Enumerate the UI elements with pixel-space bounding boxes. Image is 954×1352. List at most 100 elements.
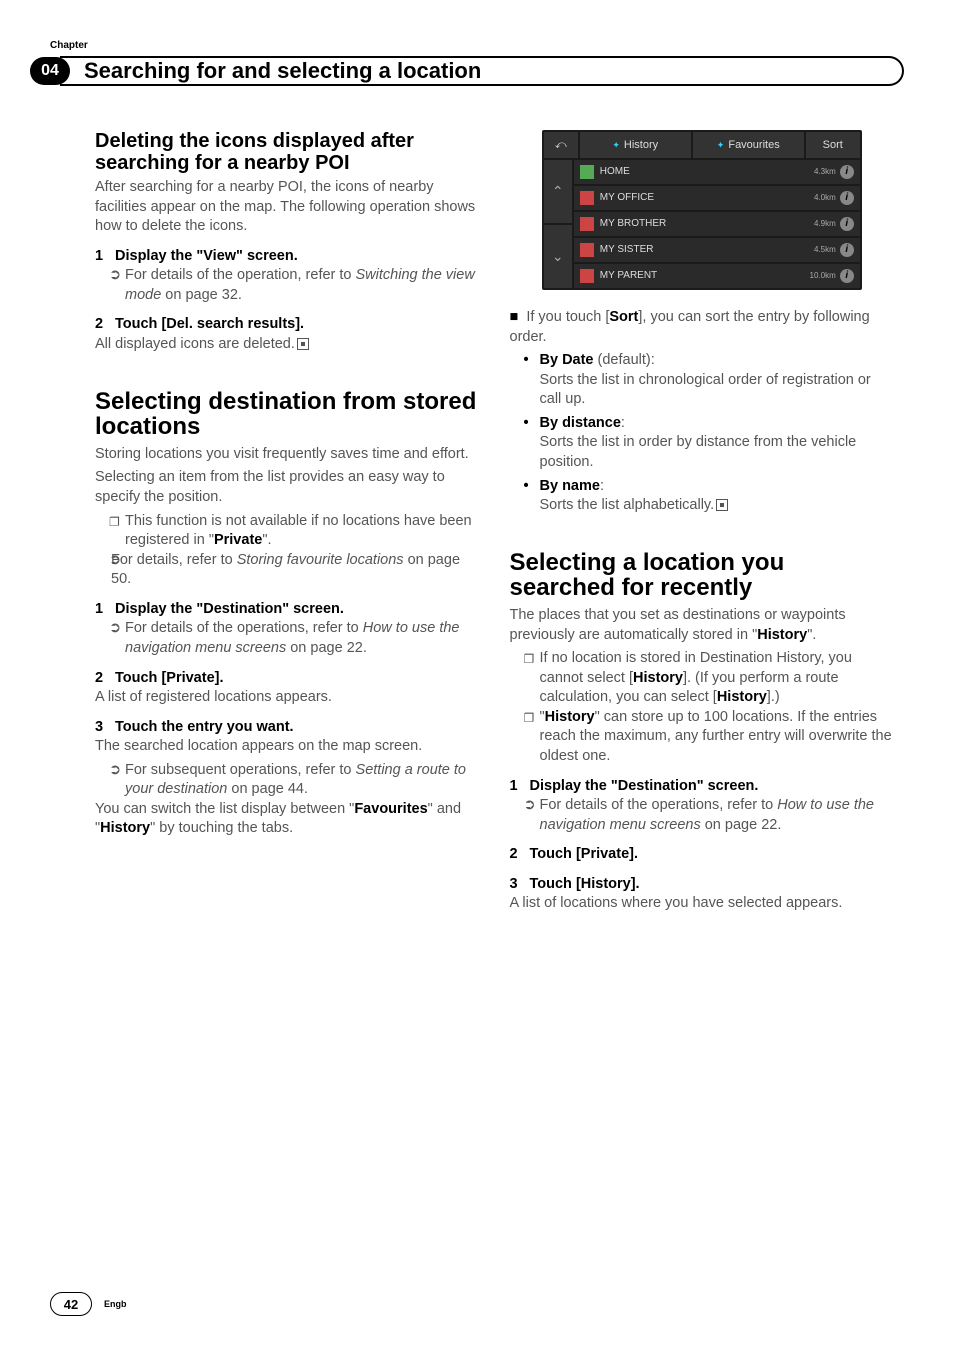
ref-text: For subsequent operations, refer to [125,762,356,778]
list-item-distance: 4.3km [814,167,836,178]
section-end-icon [716,499,728,511]
step-heading: 3Touch the entry you want. [95,718,480,738]
bold-span: By distance [540,415,621,431]
scroll-down-button[interactable]: ⌄ [544,225,572,288]
list-item-distance: 10.0km [810,271,836,282]
note-span: ].) [767,689,780,705]
body-text: After searching for a nearby POI, the ic… [95,178,480,237]
bullet-body: Sorts the list in chronological order of… [510,371,895,410]
step-heading: 2Touch [Private]. [510,845,895,865]
page-number: 42 [50,1292,92,1316]
place-icon [580,217,594,231]
list-item-distance: 4.9km [814,219,836,230]
list-item-name: MY PARENT [600,269,810,283]
reference-note: For details of the operations, refer to … [95,619,480,658]
body-span: (default): [594,352,655,368]
list-item[interactable]: MY BROTHER4.9km i [574,212,860,236]
tab-favourites[interactable]: ✦Favourites [693,132,804,158]
bullet-body: Sorts the list in order by distance from… [510,433,895,472]
list-item[interactable]: MY OFFICE4.0kmi [574,186,860,210]
step-text: Touch [Del. search results]. [115,316,304,332]
bullet-item: By distance: [510,414,895,434]
note-text: This function is not available if no loc… [95,512,480,551]
bold-span: History [717,689,767,705]
step-text: Touch [History]. [530,876,640,892]
step-text: Display the "Destination" screen. [115,601,344,617]
bold-span: By name [540,478,600,494]
favourites-screenshot: ⤺ ✦History ✦Favourites Sort ⌃ ⌄ HOME4.3k… [542,130,862,290]
bold-span: By Date [540,352,594,368]
note-span: This function is not available if no loc… [125,513,472,549]
tab-history[interactable]: ✦ History [580,132,691,158]
info-icon[interactable]: i [840,165,854,179]
reference-note: For details, refer to Storing favourite … [95,551,480,590]
left-column: Deleting the icons displayed after searc… [95,130,480,1272]
step-heading: 3Touch [History]. [510,875,895,895]
bullet-item: By name: [510,477,895,497]
bullet-body: Sorts the list alphabetically. [510,496,895,516]
info-icon[interactable]: i [840,217,854,231]
body-span: ". [807,627,816,643]
body-text: ■ If you touch [Sort], you can sort the … [510,308,895,347]
note-span: ". [262,532,271,548]
scroll-up-button[interactable]: ⌃ [544,160,572,223]
language-code: Engb [104,1299,127,1309]
bold-span: Sort [609,309,638,325]
ref-text: For details, refer to [111,552,237,568]
body-text: Storing locations you visit frequently s… [95,445,480,465]
bold-span: Private [214,532,262,548]
back-button[interactable]: ⤺ [544,132,578,158]
info-icon[interactable]: i [840,191,854,205]
favourites-list: HOME4.3km i MY OFFICE4.0kmi MY BROTHER4.9… [574,160,860,288]
section-end-icon [297,338,309,350]
bold-span: History [633,670,683,686]
body-span: : [621,415,625,431]
bold-span: History [545,709,595,725]
body-span: All displayed icons are deleted. [95,336,295,352]
bold-span: History [757,627,807,643]
ref-text: on page 22. [286,640,367,656]
reference-note: For subsequent operations, refer to Sett… [95,761,480,800]
step-heading: 1Display the "View" screen. [95,247,480,267]
tab-label: Favourites [728,138,779,153]
bullet-item: By Date (default): [510,351,895,371]
place-icon [580,243,594,257]
place-icon [580,191,594,205]
star-icon: ✦ [717,139,725,151]
list-item[interactable]: HOME4.3km i [574,160,860,184]
star-icon: ✦ [612,139,620,151]
list-item[interactable]: MY PARENT10.0km i [574,264,860,288]
list-item-name: HOME [600,165,814,179]
ref-text: For details of the operations, refer to [125,620,363,636]
info-icon[interactable]: i [840,243,854,257]
bold-span: History [100,820,150,836]
body-text: All displayed icons are deleted. [95,335,480,355]
ref-text: on page 32. [161,287,242,303]
section-heading: Selecting destination from stored locati… [95,389,480,439]
step-heading: 1Display the "Destination" screen. [95,600,480,620]
page-footer: 42 Engb [50,1292,127,1316]
body-text: You can switch the list display between … [95,800,480,839]
body-span: If you touch [ [526,309,609,325]
body-span: You can switch the list display between … [95,801,354,817]
tab-label: History [624,138,658,153]
step-heading: 2Touch [Private]. [95,669,480,689]
list-item-name: MY SISTER [600,243,814,257]
list-item-name: MY BROTHER [600,217,814,231]
sort-button[interactable]: Sort [806,132,860,158]
place-icon [580,269,594,283]
ref-text: on page 44. [227,781,308,797]
chapter-label: Chapter [50,40,88,51]
square-bullet-icon: ■ [510,309,527,325]
list-item[interactable]: MY SISTER4.5km i [574,238,860,262]
body-span: : [600,478,604,494]
body-text: The places that you set as destinations … [510,606,895,645]
body-text: The searched location appears on the map… [95,737,480,757]
info-icon[interactable]: i [840,269,854,283]
reference-note: For details of the operations, refer to … [510,796,895,835]
list-item-distance: 4.5km [814,245,836,256]
page-title: Searching for and selecting a location [60,56,904,86]
step-text: Touch the entry you want. [115,719,294,735]
right-column: ⤺ ✦History ✦Favourites Sort ⌃ ⌄ HOME4.3k… [510,130,895,1272]
section-heading: Deleting the icons displayed after searc… [95,130,480,174]
